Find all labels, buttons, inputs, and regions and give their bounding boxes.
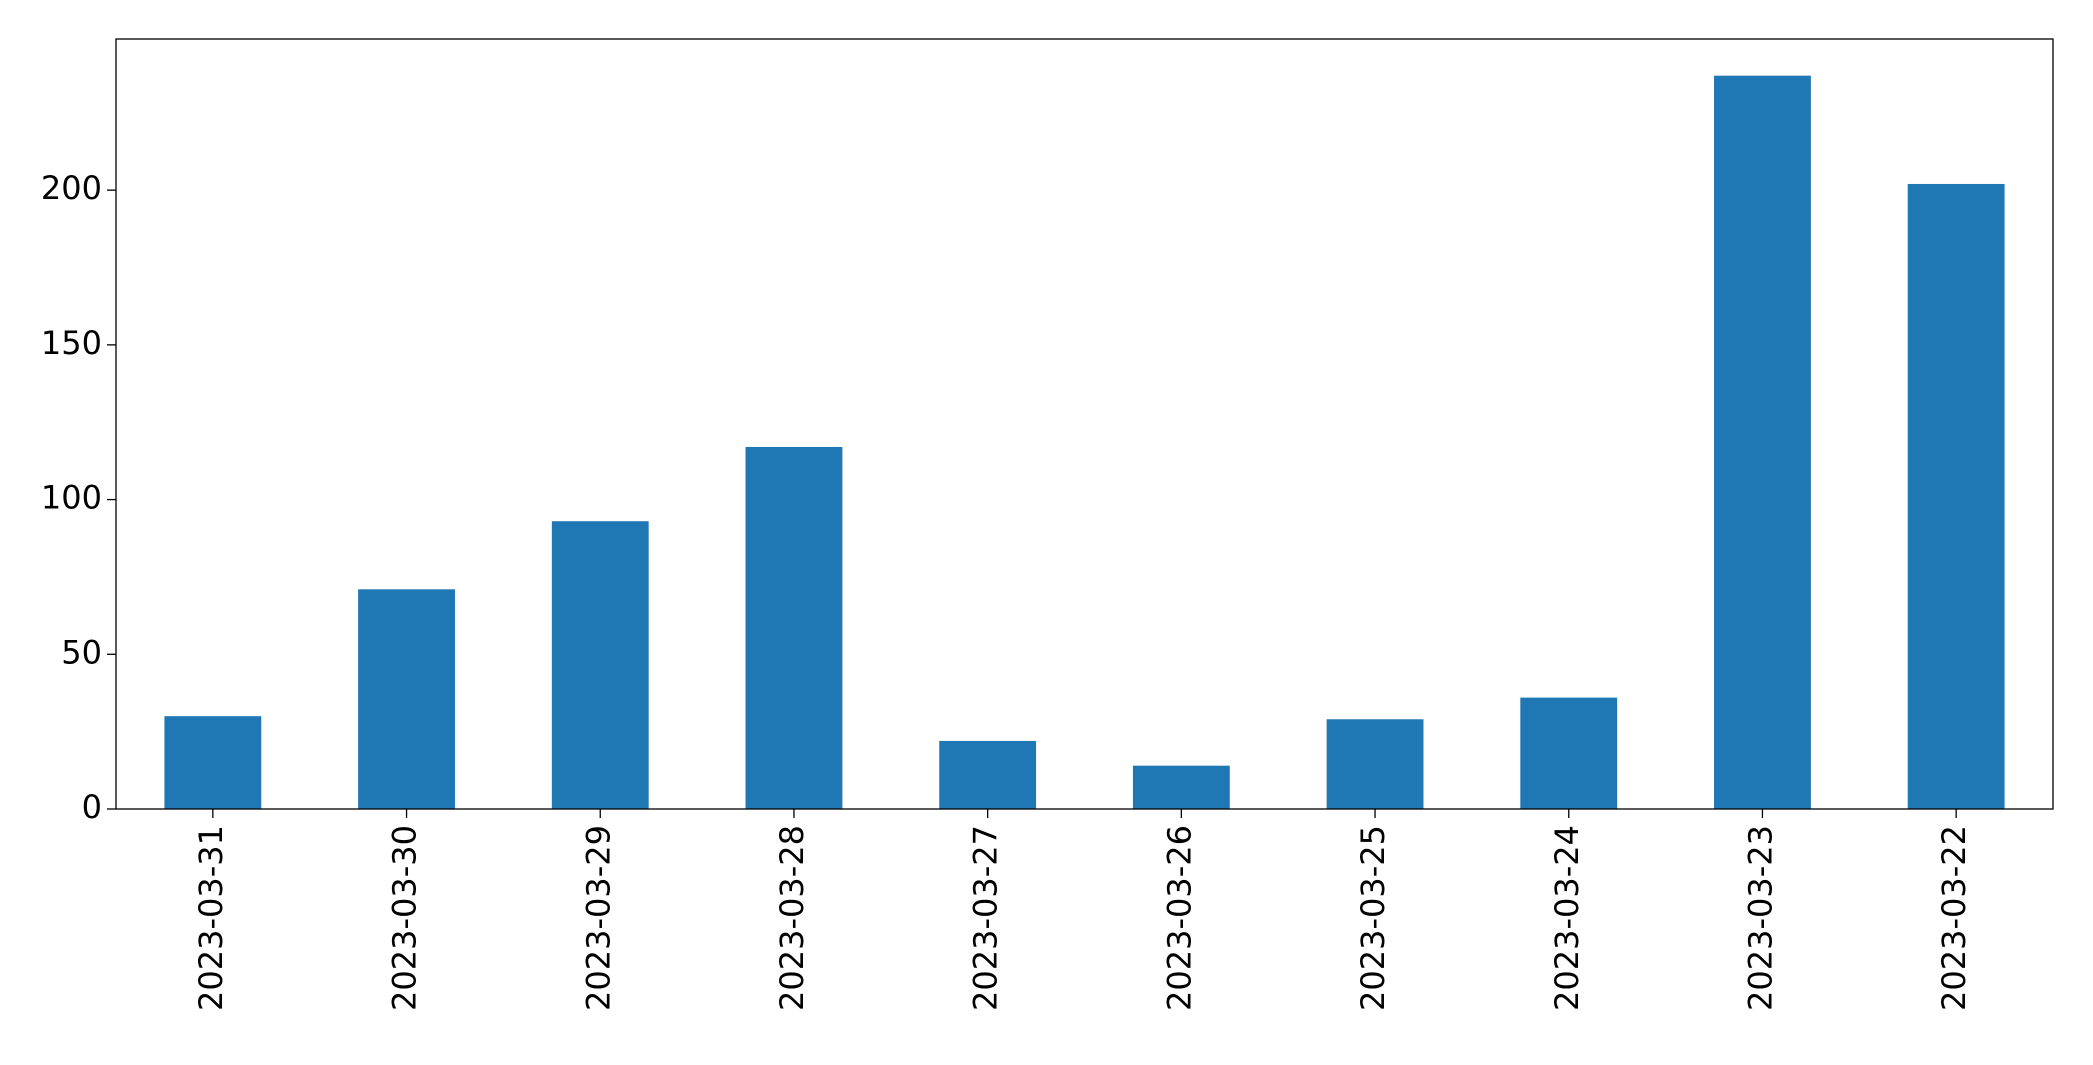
bar — [1326, 719, 1424, 809]
x-tick-label: 2023-03-25 — [1354, 825, 1392, 1011]
x-tick-label: 2023-03-22 — [1935, 825, 1973, 1011]
x-tick-label: 2023-03-27 — [967, 825, 1005, 1011]
x-tick-label: 2023-03-31 — [192, 825, 230, 1011]
x-tick-label: 2023-03-29 — [579, 825, 617, 1011]
bar — [551, 521, 649, 809]
bar — [939, 740, 1037, 809]
bar — [1132, 765, 1230, 809]
bar — [1714, 75, 1811, 809]
bar — [164, 716, 262, 809]
y-tick-label: 100 — [41, 479, 102, 517]
y-tick-label: 200 — [41, 169, 102, 207]
x-tick-label: 2023-03-30 — [386, 825, 424, 1011]
y-tick-label: 150 — [41, 324, 102, 362]
x-tick-label: 2023-03-24 — [1548, 825, 1586, 1011]
x-tick-label: 2023-03-28 — [773, 825, 811, 1011]
x-tick-label: 2023-03-23 — [1741, 825, 1779, 1011]
bar — [1907, 183, 2005, 809]
bar — [358, 589, 455, 809]
bar — [745, 446, 843, 809]
y-tick-label: 0 — [82, 788, 102, 826]
plot-frame — [115, 38, 2054, 810]
bar — [1520, 697, 1618, 809]
y-tick-label: 50 — [61, 633, 102, 671]
x-tick-label: 2023-03-26 — [1160, 825, 1198, 1011]
